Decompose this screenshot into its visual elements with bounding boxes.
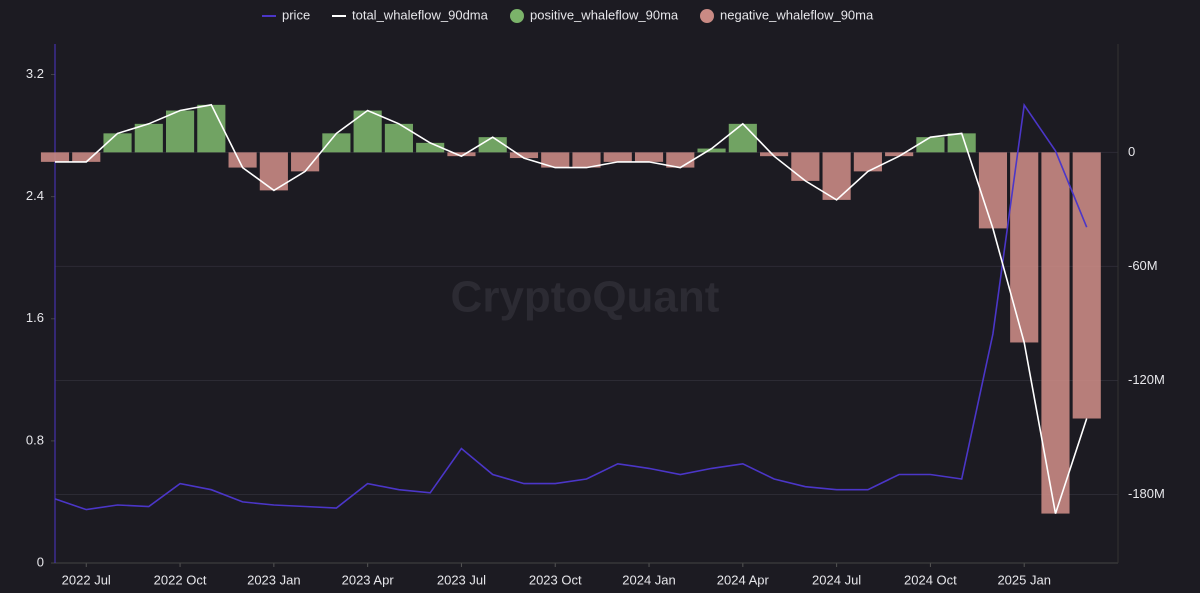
bar (760, 152, 789, 157)
x-tick-label: 2025 Jan (997, 572, 1051, 587)
bar (916, 137, 945, 153)
bar (291, 152, 320, 172)
x-tick-label: 2024 Jan (622, 572, 676, 587)
bar (1041, 152, 1070, 514)
legend-label: positive_whaleflow_90ma (530, 7, 679, 22)
legend-label: total_whaleflow_90dma (352, 7, 489, 22)
watermark: CryptoQuant (451, 273, 720, 322)
legend-marker (510, 9, 524, 23)
bar (509, 152, 539, 159)
x-tick-label: 2024 Apr (717, 572, 770, 587)
line (55, 103, 1088, 514)
x-tick-label: 2023 Jul (437, 572, 486, 587)
x-tick-label: 2022 Oct (154, 572, 207, 587)
bar (822, 152, 851, 200)
x-tick-label: 2022 Jul (62, 572, 111, 587)
bar (134, 123, 163, 153)
bar (40, 152, 70, 162)
bar (634, 152, 664, 162)
bar (72, 152, 101, 162)
y-tick-label: 2.4 (26, 188, 44, 203)
bar (947, 133, 976, 153)
bar (447, 152, 476, 157)
line (54, 102, 1088, 511)
bar (885, 152, 914, 157)
bar (384, 123, 413, 153)
bar (103, 133, 132, 153)
bar (416, 142, 445, 153)
bar (322, 133, 351, 153)
x-tick-label: 2023 Apr (342, 572, 395, 587)
y-tick-label: 1.6 (26, 310, 44, 325)
legend-label: price (282, 7, 310, 22)
x-tick-label: 2023 Jan (247, 572, 301, 587)
x-tick-label: 2024 Jul (812, 572, 861, 587)
bar (697, 148, 726, 153)
legend-label: negative_whaleflow_90ma (720, 7, 874, 22)
y2-tick-label: 0 (1128, 144, 1135, 159)
legend-marker (700, 9, 714, 23)
y2-tick-label: -60M (1128, 258, 1158, 273)
y2-tick-label: -120M (1128, 372, 1165, 387)
y2-tick-label: -180M (1128, 486, 1165, 501)
y-tick-label: 3.2 (26, 66, 44, 81)
bar (572, 152, 601, 168)
bar (1072, 152, 1101, 419)
bar (728, 123, 757, 153)
bar (197, 104, 226, 153)
bar (978, 152, 1008, 229)
x-tick-label: 2024 Oct (904, 572, 957, 587)
y-tick-label: 0 (37, 554, 44, 569)
bar (541, 152, 570, 168)
bar (165, 110, 195, 153)
x-tick-label: 2023 Oct (529, 572, 582, 587)
bar (603, 152, 632, 162)
y-tick-label: 0.8 (26, 432, 44, 447)
bar (478, 137, 507, 153)
bar (228, 152, 257, 168)
bar (791, 152, 820, 181)
bar (853, 152, 882, 172)
